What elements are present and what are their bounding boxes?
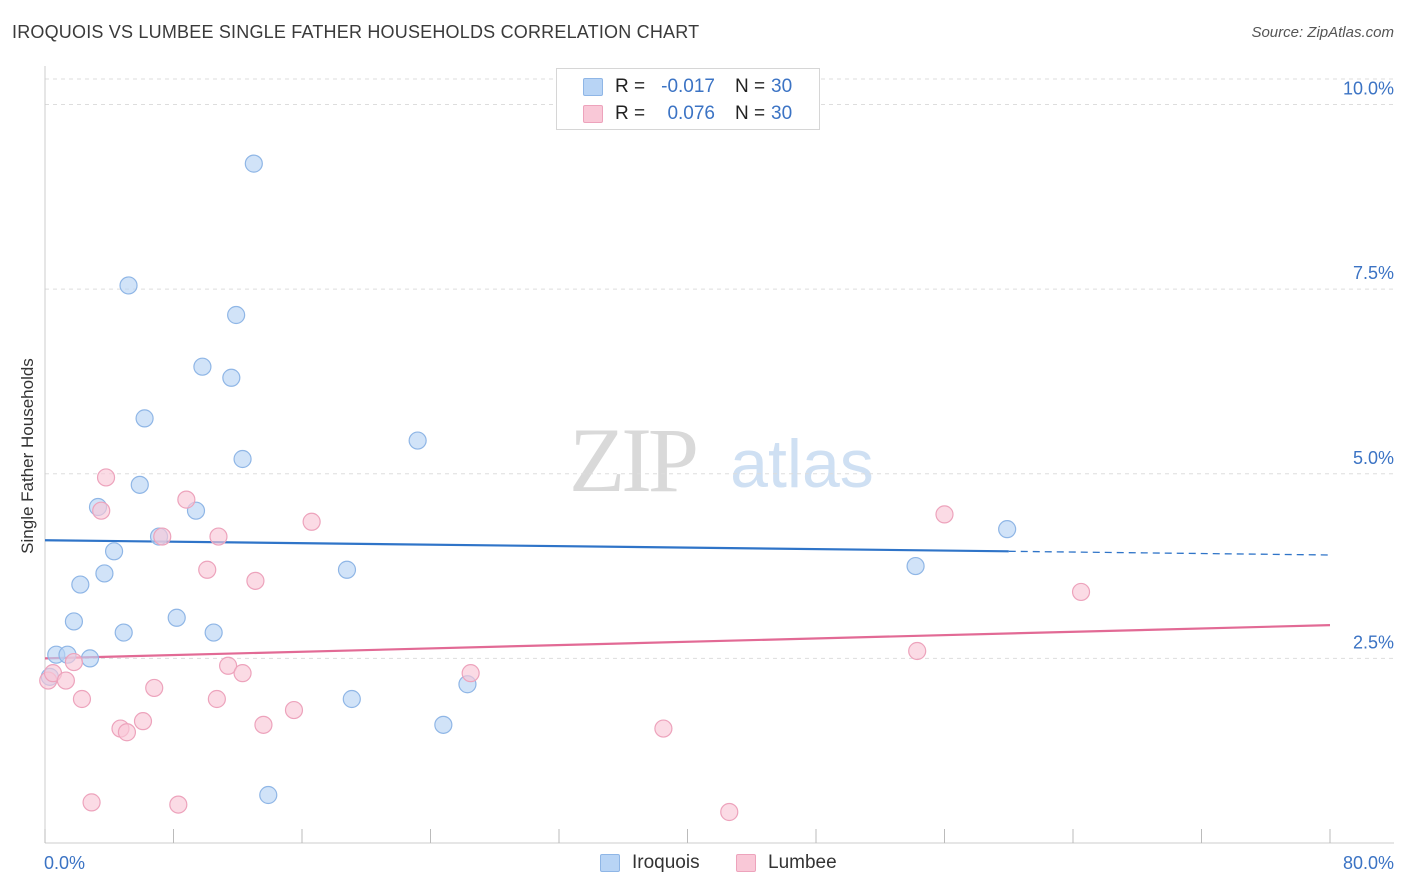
y-tick-label: 7.5%	[1353, 263, 1394, 283]
axes	[44, 66, 1394, 844]
trend-lines	[44, 539, 1331, 660]
chart-title: IROQUOIS VS LUMBEE SINGLE FATHER HOUSEHO…	[12, 22, 700, 42]
series-legend: Iroquois Lumbee	[0, 852, 1406, 878]
iroquois-point	[342, 689, 361, 709]
iroquois-point	[95, 564, 114, 583]
iroquois-point	[71, 575, 90, 594]
r-label: R =	[615, 76, 646, 97]
lumbee-point	[654, 719, 673, 738]
lumbee-point	[935, 505, 954, 524]
lumbee-point	[908, 641, 927, 661]
lumbee-point	[284, 700, 304, 720]
legend-label-lumbee: Lumbee	[768, 852, 837, 873]
lumbee-point	[153, 527, 172, 546]
lumbee-point	[133, 712, 153, 731]
legend-row-lumbee: R = 0.076 N = 30	[583, 101, 792, 127]
iroquois-point	[204, 623, 223, 642]
iroquois-point	[193, 357, 212, 376]
n-label: N =	[735, 76, 766, 97]
lumbee-swatch	[736, 854, 756, 872]
iroquois-point	[119, 276, 138, 295]
source-credit: Source: ZipAtlas.com	[1251, 24, 1394, 41]
iroquois-point	[259, 785, 278, 805]
legend-row-iroquois: R = -0.017 N = 30	[583, 74, 792, 100]
y-tick-label: 2.5%	[1353, 632, 1394, 652]
lumbee-point	[92, 501, 111, 520]
lumbee-point	[72, 689, 92, 709]
iroquois-point	[408, 431, 427, 450]
lumbee-point	[209, 527, 228, 546]
y-tick-label: 10.0%	[1343, 79, 1394, 99]
data-points	[39, 154, 1091, 822]
iroquois-point	[906, 556, 925, 576]
lumbee-point	[1071, 582, 1091, 602]
iroquois-point	[104, 542, 124, 561]
n-label: N =	[735, 103, 766, 124]
correlation-legend: R = -0.017 N = 30 R = 0.076 N = 30	[556, 68, 820, 130]
iroquois-swatch	[600, 854, 620, 872]
watermark-zip: ZIP	[569, 409, 696, 511]
x-tick-label: 0.0%	[44, 853, 85, 873]
lumbee-point	[169, 795, 188, 814]
lumbee-point	[96, 468, 116, 487]
lumbee-point	[177, 490, 196, 509]
iroquois-point	[227, 305, 246, 325]
lumbee-point	[720, 802, 739, 822]
iroquois-point	[80, 649, 100, 668]
iroquois-point	[167, 608, 186, 627]
iroquois-point	[998, 520, 1017, 539]
iroquois-point	[135, 409, 154, 428]
lumbee-point	[461, 664, 480, 683]
r-value-lumbee: 0.076	[667, 103, 715, 124]
lumbee-point	[117, 723, 137, 742]
iroquois-point	[114, 623, 133, 642]
lumbee-point	[82, 793, 101, 812]
lumbee-point	[145, 678, 164, 698]
tick-labels: 2.5% 5.0% 7.5% 10.0% 0.0% 80.0%	[44, 79, 1394, 873]
iroquois-point	[434, 715, 453, 734]
iroquois-swatch	[583, 78, 603, 96]
lumbee-point	[246, 571, 265, 590]
n-value-iroquois: 30	[771, 76, 793, 97]
r-value-iroquois: -0.017	[661, 76, 715, 97]
y-tick-label: 5.0%	[1353, 448, 1394, 468]
lumbee-swatch	[583, 105, 603, 123]
lumbee-point	[198, 560, 217, 579]
legend-label-iroquois: Iroquois	[632, 852, 700, 873]
lumbee-point	[233, 664, 252, 683]
iroquois-point	[130, 475, 149, 494]
lumbee-point	[207, 689, 226, 709]
iroquois-point	[222, 368, 241, 387]
lumbee-point	[64, 652, 84, 672]
lumbee-point	[254, 715, 273, 734]
n-value-lumbee: 30	[771, 103, 793, 124]
lumbee-trend-line	[44, 624, 1331, 660]
watermark-atlas: atlas	[730, 426, 874, 502]
lumbee-point	[219, 656, 238, 675]
lumbee-point	[56, 671, 75, 690]
iroquois-point	[337, 560, 357, 579]
iroquois-point	[244, 154, 263, 173]
iroquois-trend-line	[44, 539, 1009, 553]
lumbee-point	[302, 512, 321, 531]
iroquois-point	[64, 612, 84, 631]
iroquois-trend-extension	[1008, 550, 1331, 556]
x-tick-label: 80.0%	[1343, 853, 1394, 873]
legend-item-lumbee[interactable]: Lumbee	[736, 852, 837, 874]
watermark: ZIP atlas	[569, 409, 874, 511]
iroquois-point	[233, 449, 252, 469]
r-label: R =	[615, 103, 646, 124]
legend-item-iroquois[interactable]: Iroquois	[600, 852, 700, 874]
